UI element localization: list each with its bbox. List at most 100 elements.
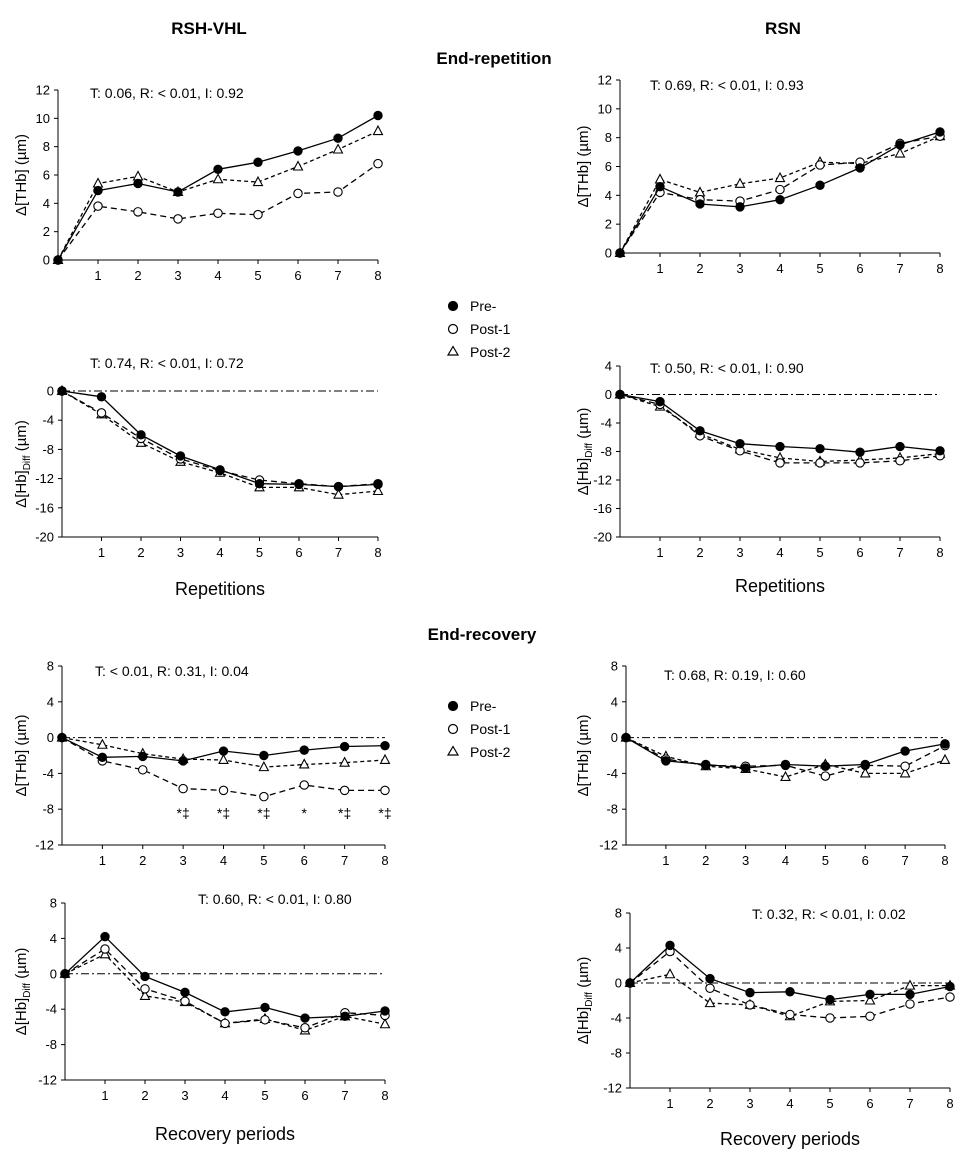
- x-tick-label: 4: [220, 853, 227, 868]
- point-pre: [380, 1006, 390, 1016]
- y-tick-label: -4: [600, 416, 612, 431]
- panel-rep-rsn-hbdiff: 4 0 -4 -8 -12 -16 -20 1 2 3 4 5 6 7 8 Δ[Hb]Diff (µm) T: …: [575, 359, 946, 596]
- series-line-post1: [619, 393, 941, 464]
- y-axis-label: Δ[THb] (µm): [13, 715, 30, 797]
- column-header-rsh-vhl: RSH-VHL: [171, 19, 247, 38]
- point-pre: [138, 751, 148, 762]
- point-post1: [218, 785, 229, 796]
- point-post1: [815, 458, 825, 468]
- y-tick-label: -8: [45, 1037, 57, 1052]
- stats-label: T: 0.68, R: 0.19, I: 0.60: [664, 667, 806, 683]
- point-pre: [180, 987, 190, 998]
- x-tick-label: 8: [941, 853, 948, 868]
- series-line-pre: [64, 935, 386, 1019]
- series-line-post1: [629, 950, 951, 1019]
- point-post2: [132, 170, 144, 181]
- point-post1: [825, 1013, 835, 1023]
- legend-label-pre: Pre-: [470, 298, 497, 314]
- point-pre: [57, 386, 67, 396]
- x-tick-label: 2: [702, 853, 709, 868]
- point-pre: [53, 255, 63, 265]
- point-post1: [213, 208, 223, 219]
- point-post1: [339, 785, 350, 796]
- point-post1: [855, 458, 865, 468]
- x-tick-label: 7: [341, 1088, 348, 1103]
- panel-rec-rsn-hbdiff: 8 4 0 -4 -8 -12 1 2 3 4 5 6 7 8 Δ[Hb]Diff (µm) T: 0.32,…: [575, 906, 956, 1149]
- series-pre: [615, 389, 945, 457]
- point-pre: [60, 969, 70, 979]
- point-post2: [864, 994, 876, 1005]
- legend-marker-post2: [446, 345, 460, 356]
- point-pre: [705, 973, 715, 984]
- stats-label: T: 0.60, R: < 0.01, I: 0.80: [198, 891, 352, 907]
- series-line-pre: [57, 114, 379, 261]
- y-tick-label: -4: [42, 766, 54, 781]
- stats-label: T: 0.69, R: < 0.01, I: 0.93: [650, 77, 804, 93]
- series-line-post2: [619, 393, 941, 463]
- point-post2: [298, 758, 310, 769]
- point-pre: [695, 426, 705, 436]
- point-post1: [373, 158, 383, 169]
- y-tick-label: 0: [47, 730, 54, 745]
- x-tick-label: 3: [736, 545, 743, 560]
- x-tick-label: 1: [98, 545, 105, 560]
- y-tick-label: 0: [615, 976, 622, 991]
- x-tick-label: 6: [294, 268, 301, 283]
- y-tick-label: -4: [610, 1011, 622, 1026]
- series-line-post2: [625, 737, 946, 778]
- point-pre: [815, 180, 825, 190]
- y-tick-label: -8: [42, 442, 54, 457]
- point-post1: [905, 999, 915, 1009]
- point-post1: [333, 187, 343, 197]
- legend-end-repetition: Pre- Post-1 Post-2: [446, 298, 511, 360]
- point-post1: [815, 160, 825, 170]
- point-pre: [259, 750, 269, 761]
- point-pre: [373, 110, 383, 121]
- x-tick-label: 7: [902, 853, 909, 868]
- point-pre: [820, 761, 831, 771]
- point-pre: [213, 164, 223, 175]
- section-header-end-recovery: End-recovery: [428, 625, 537, 644]
- point-pre: [339, 741, 350, 752]
- point-post1: [820, 771, 831, 781]
- point-post1: [138, 765, 148, 775]
- panel-rep-rsh-hbdiff: 0 -4 -8 -12 -16 -20 1 2 3 4 5 6 7 8 Δ[Hb]Diff (µm) T: 0…: [13, 355, 384, 599]
- x-tick-label: 4: [782, 853, 789, 868]
- point-pre: [855, 447, 865, 457]
- point-pre: [815, 443, 825, 454]
- y-tick-label: 4: [611, 694, 618, 709]
- point-post1: [93, 201, 103, 211]
- series-line-post2: [61, 390, 379, 496]
- x-tick-label: 8: [936, 545, 943, 560]
- series-pre: [53, 110, 383, 265]
- point-post2: [218, 753, 229, 765]
- y-tick-label: 0: [605, 246, 612, 261]
- x-tick-label: 7: [341, 853, 348, 868]
- y-tick-label: 4: [50, 931, 57, 946]
- legend-end-recovery: Pre- Post-1 Post-2: [446, 698, 511, 760]
- x-tick-label: 2: [696, 545, 703, 560]
- x-axis-label: Repetitions: [175, 579, 265, 599]
- point-pre: [136, 430, 146, 440]
- y-tick-label: 8: [605, 130, 612, 145]
- y-tick-label: 8: [47, 659, 54, 674]
- point-post2: [939, 753, 951, 765]
- x-tick-label: 4: [216, 545, 223, 560]
- y-tick-label: -12: [38, 1073, 57, 1088]
- y-tick-label: 10: [36, 111, 50, 126]
- point-pre: [905, 989, 915, 1000]
- y-tick-label: -4: [45, 1002, 57, 1017]
- point-post2: [894, 147, 906, 158]
- x-tick-label: 1: [656, 545, 663, 560]
- y-tick-label: -12: [35, 471, 54, 486]
- point-post2: [704, 996, 716, 1008]
- y-axis-label: Δ[Hb]Diff (µm): [13, 948, 33, 1036]
- point-post1: [260, 1015, 270, 1025]
- point-pre: [93, 185, 103, 196]
- point-post1: [96, 408, 107, 418]
- point-post1: [705, 983, 715, 993]
- point-post2: [774, 171, 786, 183]
- y-tick-label: -8: [42, 802, 54, 817]
- series-pre: [57, 386, 383, 492]
